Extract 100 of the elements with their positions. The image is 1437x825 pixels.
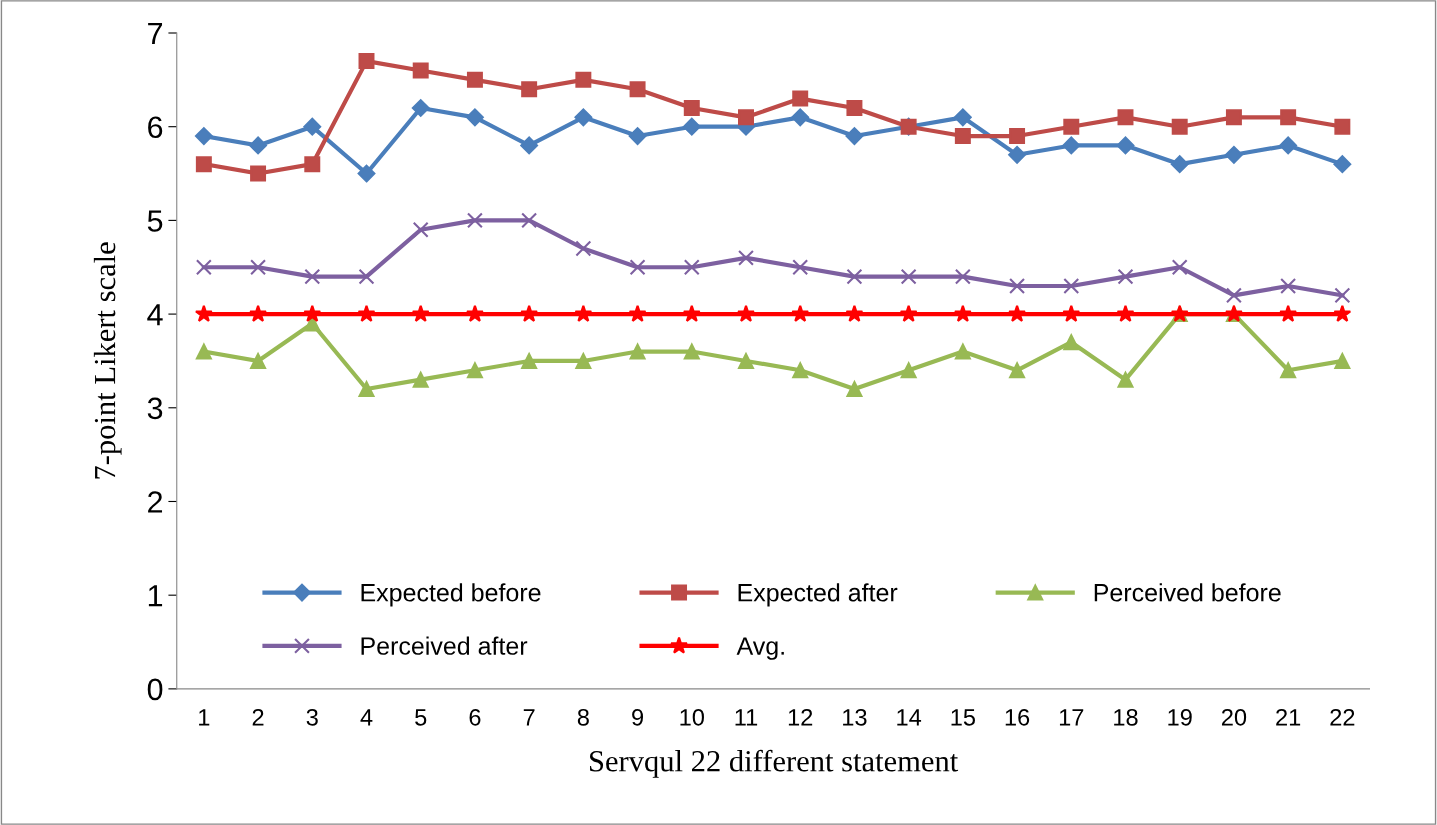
point [1280, 109, 1297, 126]
point [792, 90, 809, 107]
point [575, 71, 592, 88]
y-tick-label: 0 [147, 678, 163, 701]
point [358, 268, 375, 285]
point [953, 304, 972, 322]
point [521, 212, 538, 229]
point [1333, 304, 1352, 322]
point [411, 99, 430, 117]
point [194, 127, 213, 145]
point [629, 343, 646, 360]
point [846, 381, 863, 398]
point [520, 136, 539, 155]
legend-label: Perceived after [361, 636, 528, 655]
point [1171, 259, 1188, 276]
x-tick-label: 21 [1276, 708, 1301, 726]
x-tick-label: 18 [1114, 708, 1138, 726]
point [1225, 109, 1242, 126]
point [357, 164, 376, 183]
legend-label: Perceived before [1094, 583, 1281, 602]
point [628, 304, 647, 322]
point [954, 128, 971, 145]
point [792, 259, 809, 276]
point [575, 240, 592, 257]
x-tick-label: 22 [1330, 708, 1355, 726]
point [1009, 128, 1026, 145]
point [791, 108, 810, 127]
point [1334, 118, 1351, 135]
point [629, 259, 646, 276]
point [465, 304, 484, 322]
point [683, 343, 700, 360]
point [412, 62, 429, 79]
point [466, 212, 483, 229]
point [1334, 352, 1351, 369]
x-tick-label: 15 [951, 709, 975, 726]
point [1117, 268, 1134, 285]
y-tick-label: 2 [148, 491, 163, 513]
legend-label: Avg. [736, 637, 784, 660]
point [195, 259, 212, 276]
point [250, 165, 267, 182]
x-tick-label: 12 [788, 708, 813, 726]
x-tick-label: 6 [469, 708, 481, 726]
point [900, 268, 917, 285]
legend-label: Expected after [738, 583, 898, 607]
x-tick-label: 2 [252, 708, 264, 726]
x-tick-label: 20 [1221, 708, 1247, 726]
point [412, 371, 429, 388]
point [628, 127, 647, 145]
point [683, 259, 700, 276]
point [1062, 304, 1081, 322]
point [1333, 155, 1352, 174]
point [738, 249, 754, 266]
y-tick-label: 7 [148, 23, 163, 45]
point [521, 352, 538, 369]
point [1280, 278, 1297, 294]
point [249, 136, 267, 155]
point [357, 304, 376, 322]
point [466, 362, 483, 379]
x-tick-label: 9 [632, 708, 644, 726]
x-tick-label: 19 [1168, 708, 1192, 726]
point [1225, 145, 1243, 164]
y-tick-label: 3 [147, 397, 163, 420]
x-tick-label: 16 [1005, 708, 1030, 726]
point [1279, 304, 1298, 322]
x-tick-label: 3 [306, 708, 318, 726]
point [194, 304, 213, 322]
point [846, 268, 863, 285]
point [846, 99, 863, 116]
point [1062, 136, 1081, 155]
x-tick-label: 13 [843, 708, 867, 726]
x-tick-label: 1 [199, 709, 210, 726]
point [682, 304, 701, 322]
point [304, 156, 321, 173]
x-axis-title: Servqul 22 different statement [590, 749, 959, 778]
point [1279, 136, 1298, 155]
point [682, 117, 701, 136]
point [629, 81, 646, 98]
point [466, 108, 484, 127]
y-axis-title: 7-point Likert scale [93, 242, 122, 479]
point [791, 304, 810, 322]
point [738, 352, 754, 369]
point [1117, 109, 1134, 126]
x-tick-label: 4 [360, 709, 373, 726]
point [303, 117, 322, 136]
point [250, 352, 267, 369]
point [1280, 362, 1297, 379]
point [1063, 334, 1080, 351]
x-tick-label: 7 [523, 709, 535, 726]
point [1171, 118, 1188, 135]
point [683, 99, 700, 116]
point [953, 108, 972, 127]
y-tick-label: 5 [147, 210, 163, 232]
point [1117, 371, 1134, 388]
point [900, 362, 917, 379]
point [1170, 155, 1189, 174]
point [1116, 136, 1135, 155]
point [899, 304, 918, 322]
point [1334, 287, 1351, 304]
point [521, 81, 538, 98]
point [1008, 145, 1026, 164]
